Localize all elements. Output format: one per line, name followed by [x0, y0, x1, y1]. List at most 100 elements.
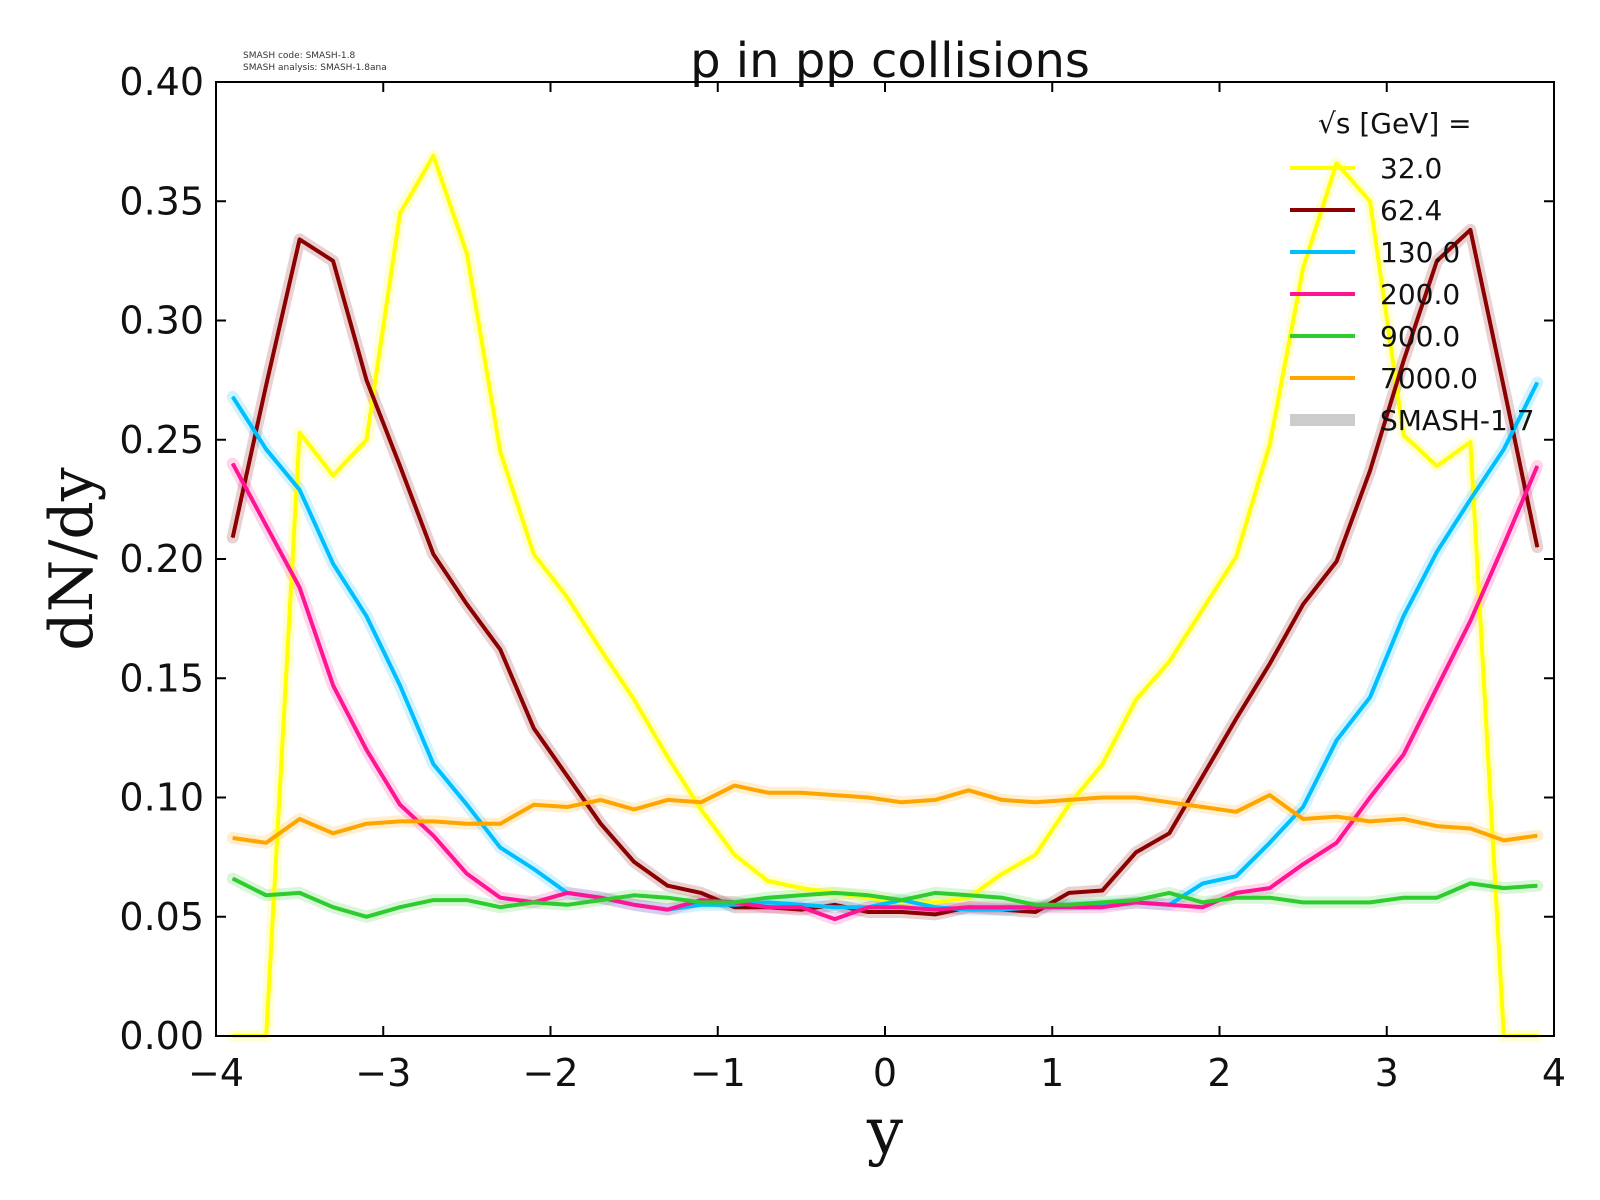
- data-point: [399, 820, 401, 822]
- data-point: [633, 861, 635, 863]
- code-version-note: SMASH code: SMASH-1.8: [243, 51, 356, 61]
- data-point: [1202, 906, 1204, 908]
- y-tick-label: 0.20: [119, 537, 204, 581]
- data-point: [299, 238, 301, 240]
- data-point: [834, 904, 836, 906]
- data-point: [366, 916, 367, 918]
- data-point: [968, 894, 970, 896]
- data-point: [1536, 885, 1538, 887]
- data-point: [299, 892, 301, 894]
- chart-title: p in pp collisions: [690, 33, 1090, 89]
- data-point: [1068, 892, 1070, 894]
- data-point: [432, 155, 434, 157]
- data-point: [299, 489, 301, 491]
- data-point: [600, 799, 602, 801]
- x-tick-label: 0: [873, 1051, 897, 1095]
- series-line-5: [232, 783, 1538, 845]
- data-point: [667, 897, 669, 899]
- legend-item-0: 32.0: [1290, 152, 1442, 185]
- data-point: [633, 808, 635, 810]
- data-point: [232, 537, 234, 538]
- data-point: [566, 775, 568, 777]
- series-line-0: [232, 153, 1538, 1038]
- data-point: [1235, 875, 1237, 877]
- series-layer: [230, 153, 1540, 1038]
- data-point: [1369, 470, 1371, 472]
- series-line-1: [230, 227, 1540, 917]
- data-point: [332, 906, 334, 908]
- legend-item-2: 130.0: [1290, 236, 1460, 269]
- data-point: [734, 785, 735, 787]
- data-point: [265, 448, 267, 450]
- data-point: [232, 837, 234, 839]
- data-point: [767, 901, 769, 903]
- data-point: [1436, 897, 1438, 899]
- data-point: [265, 894, 267, 896]
- data-point: [1469, 828, 1471, 829]
- data-point: [1503, 544, 1505, 546]
- data-point: [1269, 663, 1271, 665]
- series-1: [230, 227, 1540, 917]
- y-tick-label: 0.15: [119, 656, 204, 700]
- legend-label: 7000.0: [1380, 362, 1478, 395]
- data-point: [1001, 873, 1003, 875]
- data-point: [867, 797, 869, 798]
- data-point: [834, 918, 836, 920]
- legend-item-1: 62.4: [1290, 194, 1442, 227]
- legend-label: 900.0: [1380, 320, 1460, 353]
- data-point: [466, 873, 468, 875]
- data-point: [734, 904, 735, 906]
- data-point: [1302, 863, 1304, 865]
- data-point: [1035, 801, 1036, 803]
- data-point: [1068, 799, 1070, 801]
- data-point: [1168, 904, 1170, 906]
- data-point: [867, 897, 869, 899]
- data-point: [399, 906, 401, 908]
- data-point: [1001, 799, 1003, 801]
- data-point: [432, 763, 434, 765]
- data-point: [1202, 806, 1204, 808]
- data-point: [934, 906, 936, 908]
- data-point: [1369, 901, 1371, 903]
- data-point: [633, 894, 635, 896]
- data-point: [1068, 904, 1070, 906]
- data-point: [1035, 906, 1036, 908]
- x-tick-label: −3: [355, 1051, 411, 1095]
- data-point: [332, 563, 334, 565]
- data-point: [1269, 842, 1271, 844]
- data-point: [600, 899, 602, 901]
- data-point: [1202, 775, 1204, 777]
- data-point: [934, 892, 936, 894]
- legend-title: √s [GeV] =: [1318, 107, 1472, 140]
- data-point: [934, 901, 936, 903]
- data-point: [667, 885, 669, 887]
- data-point: [399, 465, 401, 467]
- data-point: [1336, 560, 1338, 562]
- data-point: [1336, 162, 1338, 164]
- legend-item-5: 7000.0: [1290, 362, 1478, 395]
- data-point: [1101, 797, 1103, 798]
- data-point: [1235, 811, 1237, 813]
- data-point: [934, 913, 936, 915]
- data-point: [1536, 465, 1538, 467]
- data-point: [432, 899, 434, 901]
- data-point: [533, 727, 535, 729]
- y-tick-labels: 0.00 0.05 0.10 0.15 0.20 0.25 0.30 0.35 0.40: [119, 60, 204, 1058]
- data-point: [800, 906, 802, 908]
- data-point: [1235, 718, 1237, 720]
- y-tick-label: 0.00: [119, 1014, 204, 1058]
- data-point: [1403, 818, 1404, 820]
- data-point: [901, 911, 903, 913]
- legend-label: 62.4: [1380, 194, 1442, 227]
- x-tick-label: 2: [1207, 1051, 1231, 1095]
- data-point: [700, 801, 702, 803]
- data-point: [566, 596, 568, 598]
- x-tick-label: 3: [1375, 1051, 1399, 1095]
- data-point: [499, 897, 501, 899]
- data-point: [1336, 739, 1338, 741]
- data-point: [499, 451, 501, 453]
- legend-item-4: 900.0: [1290, 320, 1460, 353]
- data-point: [1469, 882, 1471, 884]
- data-point: [934, 909, 936, 911]
- data-point: [1001, 906, 1003, 908]
